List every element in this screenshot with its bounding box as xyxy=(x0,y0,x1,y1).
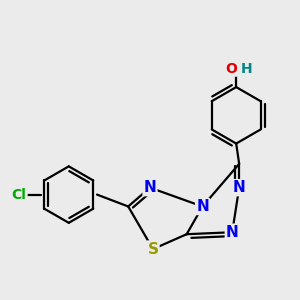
Text: N: N xyxy=(226,225,239,240)
Text: N: N xyxy=(233,180,245,195)
Text: Cl: Cl xyxy=(12,188,27,202)
Text: N: N xyxy=(196,199,209,214)
Text: H: H xyxy=(241,62,252,76)
Text: S: S xyxy=(148,242,158,256)
Text: N: N xyxy=(144,180,156,195)
Text: O: O xyxy=(225,62,237,76)
